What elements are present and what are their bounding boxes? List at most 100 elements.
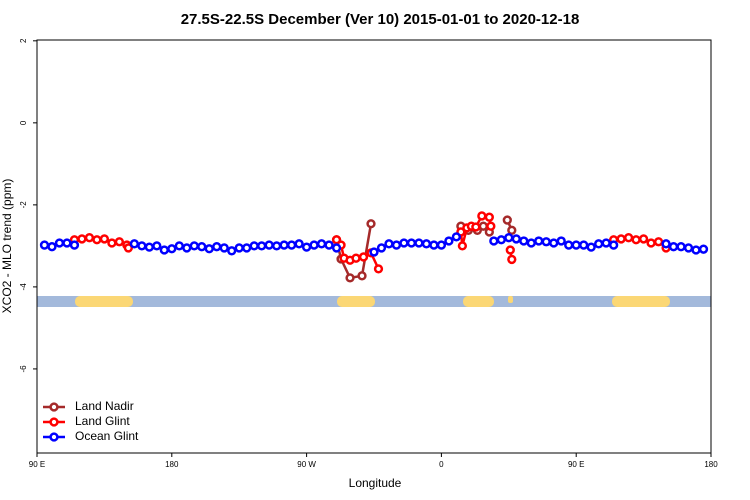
legend-marker — [49, 402, 59, 412]
legend-marker — [49, 432, 59, 442]
point — [219, 243, 229, 253]
point — [484, 212, 494, 222]
point — [366, 219, 376, 229]
point — [227, 246, 237, 256]
point — [399, 238, 409, 248]
point — [502, 215, 512, 225]
plot-frame — [36, 39, 712, 454]
y-tick-label: -4 — [19, 283, 28, 291]
point — [242, 243, 252, 253]
point — [653, 237, 664, 247]
point — [47, 242, 57, 252]
legend-label: Ocean Glint — [75, 429, 139, 443]
point — [345, 273, 355, 283]
point — [564, 240, 574, 250]
point — [77, 234, 87, 244]
point — [369, 247, 379, 257]
point — [123, 243, 134, 253]
point — [324, 240, 334, 250]
y-axis-label: XCO2 - MLO trend (ppm) — [0, 179, 14, 314]
land-patch — [337, 296, 375, 307]
land-patch — [612, 296, 670, 307]
land-patch — [75, 296, 133, 307]
point — [505, 245, 515, 255]
point — [683, 243, 694, 253]
point — [638, 234, 649, 244]
x-tick-label: 90 W — [297, 460, 316, 469]
point — [234, 243, 244, 253]
x-axis-label: Longitude — [349, 476, 402, 490]
legend-label: Land Glint — [75, 414, 130, 428]
y-tick-label: -2 — [19, 201, 28, 209]
point — [471, 222, 481, 232]
point — [376, 243, 387, 253]
point — [249, 241, 259, 251]
point — [137, 241, 147, 251]
point — [601, 238, 611, 248]
point — [189, 241, 199, 251]
point — [271, 241, 282, 251]
point — [212, 242, 222, 252]
point — [436, 240, 447, 250]
point — [406, 238, 417, 248]
point — [511, 234, 521, 244]
point — [301, 242, 312, 252]
point — [457, 241, 468, 251]
legend-marker — [49, 417, 59, 427]
point — [594, 239, 604, 249]
point — [279, 240, 289, 250]
point — [477, 211, 487, 221]
x-tick-label: 180 — [704, 460, 718, 469]
point — [144, 242, 154, 252]
point — [623, 233, 634, 243]
point — [489, 236, 499, 246]
point — [114, 237, 125, 247]
point — [264, 240, 274, 250]
land-patch — [508, 296, 513, 303]
point — [286, 240, 297, 250]
point — [608, 240, 619, 250]
land-mask — [37, 296, 711, 307]
point — [62, 238, 72, 248]
point — [534, 236, 544, 246]
point — [661, 239, 671, 249]
land-patch — [463, 296, 494, 307]
point — [526, 238, 536, 248]
point — [504, 233, 514, 243]
point — [507, 254, 517, 265]
point — [486, 221, 496, 231]
point — [174, 241, 184, 251]
point — [316, 239, 327, 249]
point — [257, 241, 267, 251]
point — [182, 243, 192, 253]
point — [152, 241, 162, 251]
point — [478, 221, 488, 231]
point — [204, 244, 214, 254]
point — [358, 252, 369, 262]
point — [391, 240, 402, 250]
point — [294, 239, 304, 249]
point — [691, 245, 701, 255]
point — [414, 238, 424, 248]
point — [167, 244, 177, 254]
y-tick-label: 2 — [19, 38, 28, 43]
y-tick-label: 0 — [19, 120, 28, 125]
point — [107, 238, 117, 248]
point — [159, 245, 169, 255]
point — [84, 233, 95, 243]
point — [129, 239, 140, 249]
point — [616, 234, 626, 244]
point — [54, 238, 65, 248]
point — [373, 264, 384, 274]
point — [429, 240, 439, 250]
point — [351, 253, 361, 263]
point — [586, 242, 596, 252]
x-tick-label: 180 — [165, 460, 179, 469]
point — [309, 240, 319, 250]
point — [92, 235, 102, 245]
point — [197, 242, 207, 252]
point — [668, 242, 679, 252]
point — [496, 235, 506, 245]
point — [571, 240, 581, 250]
point — [451, 232, 462, 242]
